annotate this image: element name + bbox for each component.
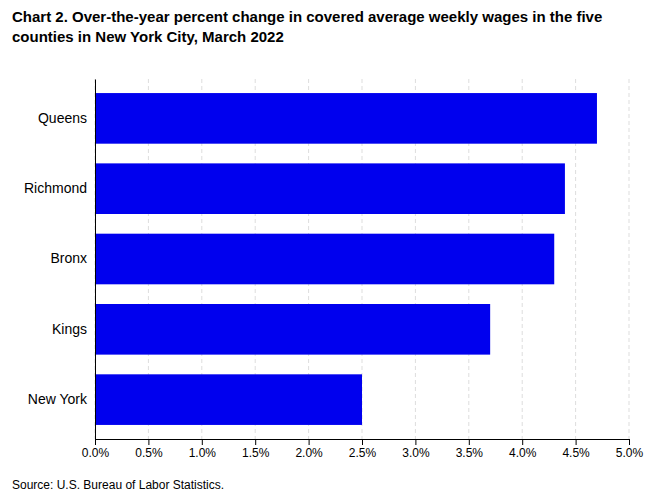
bar	[95, 163, 565, 214]
bar	[95, 234, 554, 285]
grid-line	[95, 79, 96, 439]
y-tick: Bronx	[50, 250, 95, 266]
title-line: counties in New York City, March 2022	[12, 28, 284, 45]
grid-line	[629, 79, 630, 439]
bars	[95, 93, 597, 425]
x-tick-label: 4.0%	[509, 446, 537, 460]
chart: Chart 2. Over-the-year percent change in…	[0, 0, 653, 501]
y-tick: Queens	[38, 110, 95, 126]
bar	[95, 374, 362, 425]
x-tick: 1.5%	[242, 439, 270, 460]
x-tick-label: 4.5%	[562, 446, 590, 460]
x-tick-label: 0.0%	[82, 446, 110, 460]
x-tick-mark	[95, 439, 96, 445]
bar	[95, 304, 490, 355]
x-tick: 1.0%	[189, 439, 217, 460]
x-tick-label: 3.0%	[402, 446, 430, 460]
x-axis-line	[96, 440, 630, 446]
x-tick: 4.0%	[509, 439, 537, 460]
title: Chart 2. Over-the-year percent change in…	[12, 8, 602, 45]
x-tick: 5.0%	[616, 439, 644, 460]
x-tick: 3.5%	[456, 439, 484, 460]
x-tick-label: 5.0%	[616, 446, 644, 460]
x-tick-mark	[522, 439, 523, 445]
y-tick-label: Kings	[52, 321, 87, 337]
x-tick-label: 1.5%	[242, 446, 270, 460]
title-line: Chart 2. Over-the-year percent change in…	[12, 8, 602, 25]
x-tick: 4.5%	[562, 439, 590, 460]
x-tick-label: 0.5%	[135, 446, 163, 460]
y-tick-label: Richmond	[24, 180, 87, 196]
x-tick: 2.5%	[349, 439, 377, 460]
y-tick-label: Bronx	[50, 250, 87, 266]
x-axis: 0.0% 0.5% 1.0% 1.5% 2.0% 2.5% 3.0% 3.5% 4.0% 4.5%…	[82, 439, 644, 460]
x-tick-mark	[309, 439, 310, 445]
grid	[95, 79, 629, 439]
x-tick-mark	[255, 439, 256, 445]
x-tick: 3.0%	[402, 439, 430, 460]
x-tick-label: 2.0%	[295, 446, 323, 460]
x-tick-mark	[415, 439, 416, 445]
x-tick: 0.0%	[82, 439, 110, 460]
x-tick-mark	[148, 439, 149, 445]
plot: 0.0% 0.5% 1.0% 1.5% 2.0% 2.5% 3.0% 3.5% 4.0% 4.5%…	[24, 79, 644, 460]
x-tick-mark	[576, 439, 577, 445]
source: Source: U.S. Bureau of Labor Statistics.	[12, 478, 224, 492]
y-tick: New York	[28, 391, 95, 407]
y-axis: New York Kings Bronx Richmond Queens	[24, 80, 96, 440]
x-tick-label: 1.0%	[189, 446, 217, 460]
y-tick-label: Queens	[38, 110, 87, 126]
x-tick-mark	[629, 439, 630, 445]
y-tick: Kings	[52, 321, 95, 337]
x-tick: 2.0%	[295, 439, 323, 460]
y-axis-line	[95, 80, 96, 440]
x-tick-mark	[362, 439, 363, 445]
x-tick-mark	[469, 439, 470, 445]
y-tick-label: New York	[28, 391, 88, 407]
x-tick: 0.5%	[135, 439, 163, 460]
x-tick-mark	[202, 439, 203, 445]
x-tick-label: 2.5%	[349, 446, 377, 460]
y-tick: Richmond	[24, 180, 95, 196]
x-tick-label: 3.5%	[456, 446, 484, 460]
bar	[95, 93, 597, 144]
